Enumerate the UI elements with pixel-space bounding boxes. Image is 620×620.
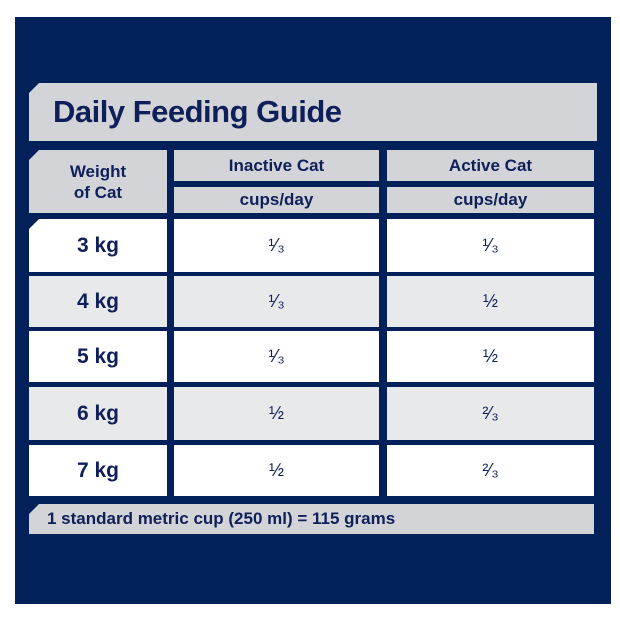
inactive-amount-cell: ¹⁄₃ [174,276,379,327]
weight-cell: 3 kg [29,219,167,272]
weight-cell: 4 kg [29,276,167,327]
cup-conversion-note: 1 standard metric cup (250 ml) = 115 gra… [29,504,594,534]
active-amount-cell: ¹⁄₃ [387,219,594,272]
weight-column-header: Weight of Cat [29,150,167,213]
weight-cell: 6 kg [29,387,167,440]
weight-header-line2: of Cat [73,182,123,202]
weight-header-line1: Weight [69,161,127,181]
active-amount-cell: ½ [387,276,594,327]
page-title: Daily Feeding Guide [29,83,597,141]
active-column-header: Active Cat [387,150,594,181]
inactive-amount-cell: ½ [174,445,379,496]
inactive-amount-cell: ¹⁄₃ [174,219,379,272]
inactive-unit-header: cups/day [174,187,379,213]
active-amount-cell: ½ [387,331,594,382]
active-unit-header: cups/day [387,187,594,213]
inactive-amount-cell: ½ [174,387,379,440]
active-amount-cell: ²⁄₃ [387,445,594,496]
inactive-column-header: Inactive Cat [174,150,379,181]
inactive-amount-cell: ¹⁄₃ [174,331,379,382]
weight-cell: 7 kg [29,445,167,496]
weight-cell: 5 kg [29,331,167,382]
active-amount-cell: ²⁄₃ [387,387,594,440]
